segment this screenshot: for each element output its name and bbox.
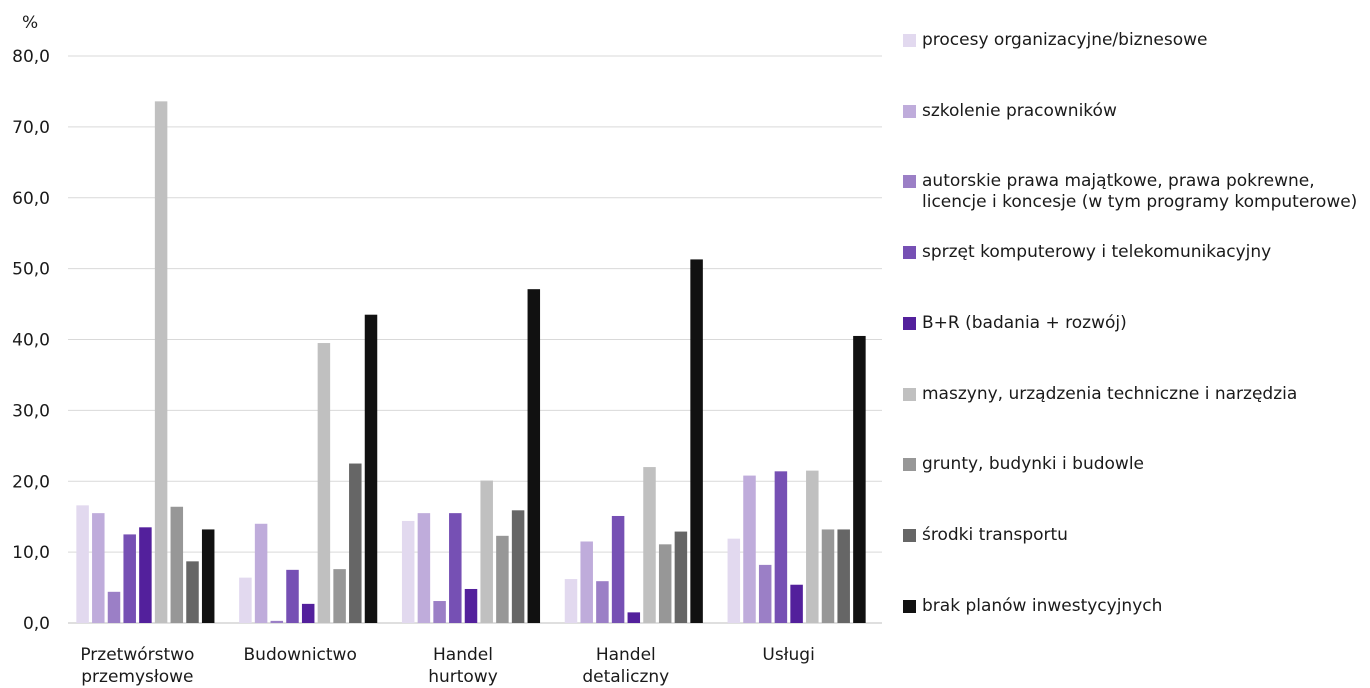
y-tick-label: 80,0 — [12, 47, 50, 67]
legend-label: maszyny, urządzenia techniczne i narzędz… — [922, 383, 1298, 404]
y-tick-label: 40,0 — [12, 331, 50, 351]
legend-swatch — [903, 175, 916, 189]
bar — [727, 538, 741, 623]
y-tick-label: 20,0 — [12, 472, 50, 492]
y-tick-label: 30,0 — [12, 401, 50, 421]
bar — [853, 335, 866, 623]
bar — [690, 259, 703, 623]
legend-item: procesy organizacyjne/biznesowe — [903, 30, 1207, 51]
bar — [239, 577, 252, 623]
legend-item: grunty, budynki i budowle — [903, 454, 1144, 475]
bar — [511, 510, 525, 623]
y-tick-label: 60,0 — [12, 189, 50, 209]
legend-swatch — [903, 599, 916, 613]
bar-chart: % 0,0 10,0 20,0 30,0 40,0 50,0 60,0 70,0 80,0 Pr… — [12, 13, 882, 687]
bar — [317, 343, 331, 623]
bar — [123, 534, 136, 623]
y-axis-ticks: 0,0 10,0 20,0 30,0 40,0 50,0 60,0 70,0 80,0 — [12, 47, 50, 634]
bar — [154, 101, 168, 624]
bar — [564, 579, 578, 623]
x-category-label: Usługi — [762, 645, 814, 665]
bar — [76, 505, 89, 623]
legend-item: B+R (badania + rozwój) — [903, 313, 1127, 334]
bar — [627, 612, 641, 623]
bar — [139, 527, 152, 623]
legend-swatch — [903, 458, 916, 472]
legend-swatch — [903, 316, 916, 330]
gridlines — [68, 55, 882, 624]
bar — [301, 603, 315, 623]
legend-swatch — [903, 528, 916, 542]
x-category-label: Handel hurtowy — [428, 645, 498, 687]
legend-item: środki transportu — [903, 525, 1068, 546]
bar — [333, 569, 346, 623]
y-tick-label: 70,0 — [12, 118, 50, 138]
bar — [364, 314, 378, 623]
x-category-label: Budownictwo — [244, 645, 357, 665]
y-tick-label: 10,0 — [12, 543, 50, 563]
bar — [611, 515, 625, 623]
bar — [837, 529, 850, 623]
y-tick-label: 50,0 — [12, 260, 50, 280]
legend-label: środki transportu — [922, 524, 1068, 545]
bar — [643, 467, 656, 623]
bars — [76, 101, 866, 624]
legend-label: grunty, budynki i budowle — [922, 454, 1144, 475]
bar — [580, 541, 593, 623]
bar — [449, 513, 462, 623]
legend-label: procesy organizacyjne/biznesowe — [922, 30, 1208, 50]
bar — [774, 471, 788, 623]
legend-swatch — [903, 104, 916, 118]
legend-label: B+R (badania + rozwój) — [922, 312, 1127, 333]
bar — [270, 620, 284, 623]
legend-label: autorskie prawa majątkowe, prawa pokrewn… — [922, 171, 1358, 213]
legend-item: szkolenie pracowników — [903, 101, 1117, 122]
bar — [674, 531, 688, 623]
bar — [496, 535, 509, 623]
bar — [401, 520, 415, 623]
bar — [790, 584, 803, 623]
x-axis-categories: Przetwórstwo przemysłowe Budownictwo Handel… — [80, 645, 814, 687]
bar — [433, 601, 446, 623]
bar — [186, 561, 199, 623]
bar — [254, 523, 268, 623]
legend-item: sprzęt komputerowy i telekomunikacyjny — [903, 242, 1271, 263]
bar — [417, 513, 431, 623]
bar — [758, 564, 772, 623]
bar — [349, 463, 362, 623]
bar — [107, 591, 121, 623]
x-category-label: Handel detaliczny — [582, 645, 669, 687]
bar — [464, 588, 478, 623]
bar — [201, 529, 215, 623]
bar — [286, 569, 299, 623]
bar — [743, 475, 756, 623]
legend-swatch — [903, 34, 916, 47]
legend-swatch — [903, 387, 916, 401]
bar — [92, 513, 105, 623]
bar — [170, 506, 184, 623]
legend-item: autorskie prawa majątkowe, prawa pokrewn… — [903, 171, 1365, 213]
bar — [806, 470, 819, 623]
legend-label: szkolenie pracowników — [922, 100, 1117, 121]
legend-item: maszyny, urządzenia techniczne i narzędz… — [903, 384, 1297, 405]
x-category-label: Przetwórstwo przemysłowe — [80, 645, 194, 687]
bar — [596, 581, 609, 623]
legend-label: brak planów inwestycyjnych — [922, 595, 1163, 616]
y-axis-unit-label: % — [22, 13, 38, 33]
bar — [527, 289, 541, 623]
legend-item: brak planów inwestycyjnych — [903, 596, 1162, 617]
legend-label: sprzęt komputerowy i telekomunikacyjny — [922, 242, 1272, 263]
y-tick-label: 0,0 — [23, 614, 50, 634]
bar — [658, 544, 672, 623]
bar — [480, 480, 493, 623]
bar — [821, 529, 835, 623]
legend-swatch — [903, 246, 916, 260]
